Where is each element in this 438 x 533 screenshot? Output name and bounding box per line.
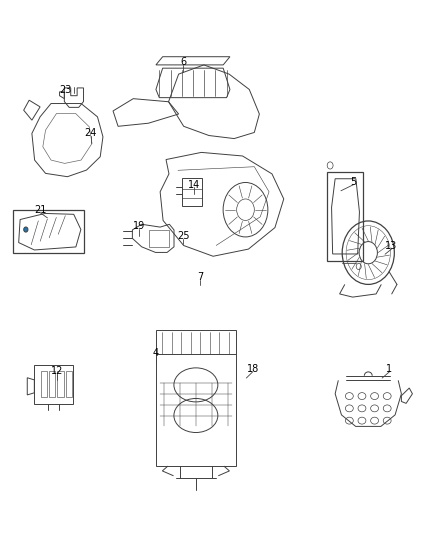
Text: 4: 4 [153, 349, 159, 359]
Text: 5: 5 [350, 177, 357, 187]
Text: 18: 18 [247, 364, 259, 374]
Bar [156, 330, 236, 466]
Text: 13: 13 [385, 241, 398, 251]
Text: 19: 19 [133, 221, 145, 231]
Circle shape [24, 227, 28, 232]
Text: 7: 7 [197, 272, 203, 282]
Bar [49, 372, 55, 397]
Bar [34, 365, 73, 403]
Bar [40, 372, 47, 397]
Bar [148, 230, 170, 247]
Text: 12: 12 [51, 366, 64, 376]
Text: 21: 21 [34, 205, 46, 215]
Bar [327, 172, 363, 261]
Bar [13, 210, 85, 254]
Bar [66, 372, 72, 397]
Text: 23: 23 [59, 85, 72, 95]
Bar [57, 372, 64, 397]
Text: 24: 24 [85, 128, 97, 139]
Text: 25: 25 [177, 231, 190, 241]
Text: 6: 6 [180, 57, 186, 67]
Text: 14: 14 [187, 180, 200, 190]
Text: 1: 1 [386, 364, 392, 374]
Bar [182, 178, 202, 206]
